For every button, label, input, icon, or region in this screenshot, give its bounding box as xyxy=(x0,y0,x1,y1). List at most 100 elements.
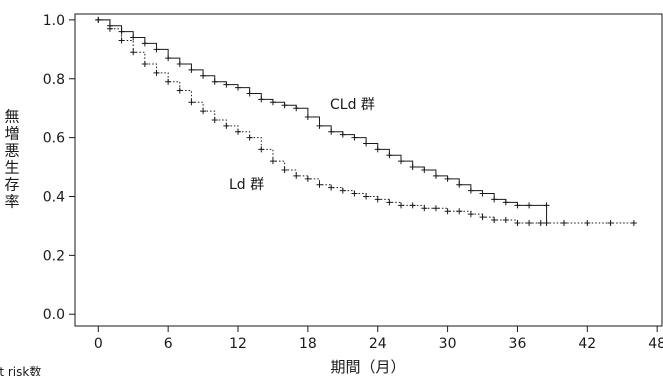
censor-mark xyxy=(316,122,323,129)
censor-mark xyxy=(409,202,416,209)
x-tick-label: 42 xyxy=(578,336,596,352)
series-line-cld xyxy=(98,19,548,223)
axis-ticks: 0 6 12 18 24 30 36 42 48 0.0 0.2 0.4 0.6 0.8 1.0 xyxy=(43,13,663,352)
series-label-ld: Ld 群 xyxy=(229,177,264,193)
censor-mark xyxy=(328,128,335,135)
censor-mark xyxy=(421,167,428,173)
censor-mark xyxy=(269,99,276,106)
y-axis-label-char: 率 xyxy=(4,193,19,211)
censor-mark xyxy=(293,105,300,112)
censor-mark xyxy=(479,214,486,221)
censor-mark xyxy=(363,193,370,200)
censor-mark xyxy=(258,96,265,103)
censor-mark xyxy=(153,46,160,53)
censor-mark xyxy=(607,219,614,226)
censor-mark xyxy=(165,78,172,85)
censor-mark xyxy=(584,219,591,226)
y-tick-label: 0.4 xyxy=(43,189,65,205)
censor-mark xyxy=(281,102,288,109)
censor-mark xyxy=(543,202,550,209)
censor-mark xyxy=(211,116,218,123)
x-tick-label: 36 xyxy=(509,336,527,352)
censor-mark xyxy=(386,152,393,159)
censor-mark xyxy=(165,55,172,62)
censor-mark xyxy=(339,131,346,138)
censor-mark xyxy=(537,219,544,226)
censor-mark xyxy=(467,211,474,218)
censor-mark xyxy=(526,219,533,226)
censor-mark xyxy=(432,205,439,212)
censor-mark xyxy=(188,66,195,73)
censor-mark xyxy=(561,219,568,226)
y-tick-label: 0.8 xyxy=(43,72,65,88)
censor-mark xyxy=(502,199,509,206)
censor-mark xyxy=(176,87,183,94)
censor-mark xyxy=(363,140,370,147)
censor-mark xyxy=(223,81,230,88)
at-risk-label: at risk数 xyxy=(0,364,41,376)
censor-mark xyxy=(293,172,300,179)
censor-mark xyxy=(188,99,195,106)
censor-mark xyxy=(514,202,521,209)
censor-mark xyxy=(374,196,381,203)
censor-mark xyxy=(130,34,137,41)
x-tick-label: 48 xyxy=(648,336,663,352)
censor-mark xyxy=(316,181,323,188)
censor-mark xyxy=(409,164,416,171)
censor-mark xyxy=(141,61,148,68)
censor-mark xyxy=(351,190,358,197)
censor-mark xyxy=(141,40,148,47)
censor-mark xyxy=(106,25,113,32)
censor-mark xyxy=(235,84,242,91)
censor-mark xyxy=(95,16,102,23)
censor-mark xyxy=(304,114,311,121)
y-axis-label-char: 生 xyxy=(4,159,19,177)
censor-mark xyxy=(281,167,288,173)
censor-mark xyxy=(258,146,265,153)
censor-mark xyxy=(339,187,346,194)
x-tick-label: 30 xyxy=(439,336,457,352)
censor-mark xyxy=(176,61,183,68)
y-axis-label-char: 無 xyxy=(4,108,19,126)
plot-area-frame xyxy=(74,13,663,327)
series-label-cld: CLd 群 xyxy=(330,97,375,113)
y-axis-label: 無増悪生存率 xyxy=(4,108,19,211)
y-axis-label-char: 増 xyxy=(4,125,19,143)
censor-mark xyxy=(153,69,160,76)
y-axis-label-char: 存 xyxy=(4,176,19,194)
y-tick-label: 0.2 xyxy=(43,248,65,264)
censor-mark xyxy=(502,217,509,224)
censor-mark xyxy=(398,202,405,209)
censor-mark xyxy=(374,146,381,153)
censor-mark xyxy=(526,202,533,209)
x-axis-label: 期間（月） xyxy=(330,358,405,376)
censor-mark xyxy=(200,108,207,115)
censor-mark xyxy=(444,208,451,215)
censor-mark xyxy=(130,49,137,56)
censor-mark xyxy=(514,219,521,226)
censor-mark xyxy=(630,219,637,226)
censor-mark xyxy=(200,72,207,79)
censor-mark xyxy=(398,158,405,165)
censor-mark xyxy=(223,122,230,129)
censor-mark xyxy=(479,190,486,197)
censor-mark xyxy=(246,90,253,97)
x-tick-label: 24 xyxy=(369,336,387,352)
y-tick-label: 0.0 xyxy=(43,307,65,323)
censor-mark xyxy=(467,187,474,194)
censor-mark xyxy=(246,134,253,141)
x-tick-label: 12 xyxy=(229,336,247,352)
censor-mark xyxy=(351,134,358,141)
censor-mark xyxy=(491,217,498,224)
y-axis-label-char: 悪 xyxy=(4,142,19,160)
x-tick-label: 18 xyxy=(299,336,317,352)
y-tick-label: 0.6 xyxy=(43,131,65,147)
censor-mark xyxy=(118,37,125,44)
censor-mark xyxy=(211,78,218,85)
censor-mark xyxy=(386,199,393,206)
censor-mark xyxy=(421,205,428,212)
y-tick-label: 1.0 xyxy=(43,13,65,29)
x-tick-label: 0 xyxy=(94,336,103,352)
censor-mark xyxy=(235,128,242,135)
